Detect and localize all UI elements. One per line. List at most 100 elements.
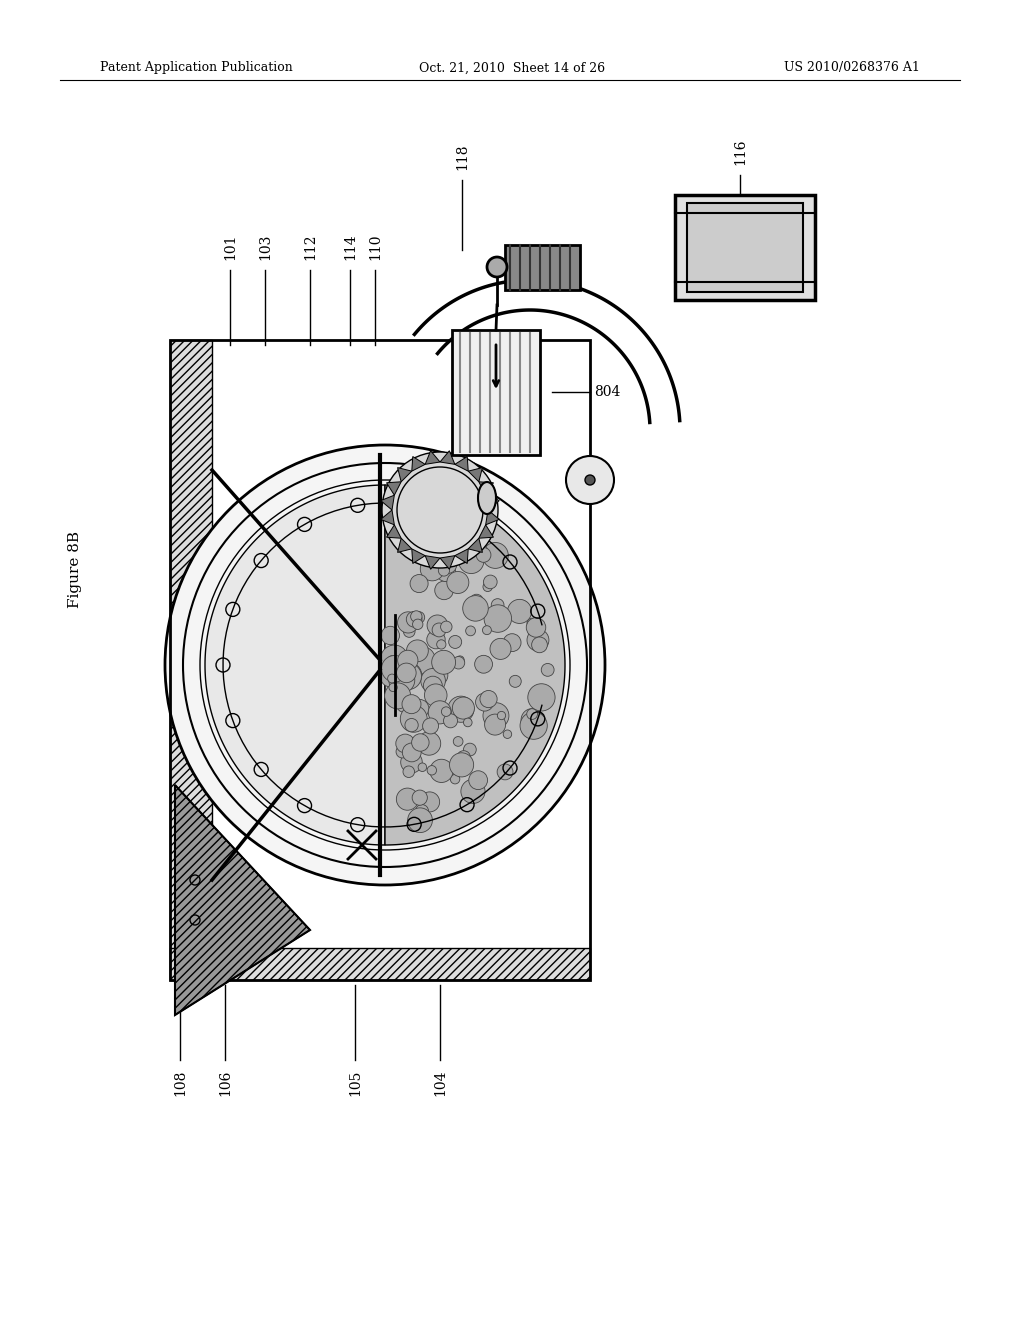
Polygon shape <box>205 484 385 845</box>
Circle shape <box>490 639 511 660</box>
Circle shape <box>433 545 456 566</box>
Circle shape <box>402 743 421 762</box>
Circle shape <box>520 711 547 739</box>
Circle shape <box>420 500 443 524</box>
Polygon shape <box>440 450 455 465</box>
Polygon shape <box>385 484 565 845</box>
Circle shape <box>412 734 429 751</box>
Circle shape <box>402 660 421 678</box>
Circle shape <box>527 618 537 628</box>
Circle shape <box>526 618 546 638</box>
Circle shape <box>436 640 445 649</box>
Polygon shape <box>386 525 401 539</box>
Circle shape <box>480 690 497 708</box>
Circle shape <box>382 656 408 682</box>
Circle shape <box>404 718 418 731</box>
Circle shape <box>456 656 464 664</box>
Text: 104: 104 <box>433 1071 447 1097</box>
Circle shape <box>484 714 506 735</box>
Circle shape <box>503 634 521 652</box>
Circle shape <box>380 667 401 686</box>
Circle shape <box>469 549 477 557</box>
Circle shape <box>411 611 422 622</box>
Text: US 2010/0268376 A1: US 2010/0268376 A1 <box>784 62 920 74</box>
Circle shape <box>400 705 427 733</box>
Circle shape <box>418 763 427 771</box>
Circle shape <box>542 664 554 676</box>
Circle shape <box>464 718 472 727</box>
Circle shape <box>440 622 452 632</box>
Circle shape <box>585 475 595 484</box>
Polygon shape <box>386 482 401 495</box>
Text: 108: 108 <box>173 1071 187 1097</box>
Circle shape <box>396 746 409 758</box>
Circle shape <box>420 557 444 581</box>
Circle shape <box>436 562 456 582</box>
Bar <box>675 195 815 300</box>
Circle shape <box>165 445 605 884</box>
Circle shape <box>439 556 457 573</box>
Polygon shape <box>455 549 468 564</box>
Polygon shape <box>455 457 468 471</box>
Polygon shape <box>440 556 455 569</box>
Circle shape <box>527 684 555 711</box>
Circle shape <box>389 667 415 693</box>
Polygon shape <box>479 525 494 539</box>
Circle shape <box>387 669 402 684</box>
Text: 105: 105 <box>348 1071 362 1097</box>
Circle shape <box>527 630 549 651</box>
Circle shape <box>403 532 415 544</box>
Circle shape <box>381 626 399 644</box>
Circle shape <box>476 548 490 562</box>
Polygon shape <box>425 450 440 465</box>
Circle shape <box>396 663 422 688</box>
Polygon shape <box>381 495 394 510</box>
Circle shape <box>482 626 492 635</box>
Circle shape <box>397 611 419 634</box>
Circle shape <box>388 675 396 682</box>
Text: Figure 8B: Figure 8B <box>68 532 82 609</box>
Circle shape <box>413 611 425 623</box>
Circle shape <box>469 771 487 789</box>
Polygon shape <box>479 482 494 495</box>
Polygon shape <box>412 457 425 471</box>
Polygon shape <box>485 495 500 510</box>
Circle shape <box>427 631 445 649</box>
Text: 118: 118 <box>455 144 469 170</box>
Circle shape <box>512 601 529 618</box>
Circle shape <box>428 701 452 723</box>
Circle shape <box>531 638 548 652</box>
Bar <box>170 948 590 979</box>
Circle shape <box>484 605 512 632</box>
Polygon shape <box>397 539 412 553</box>
Circle shape <box>449 635 462 648</box>
Circle shape <box>438 565 450 576</box>
Circle shape <box>408 647 435 673</box>
Circle shape <box>481 656 490 665</box>
Polygon shape <box>468 539 482 553</box>
Circle shape <box>403 626 415 638</box>
Circle shape <box>427 766 436 775</box>
Circle shape <box>423 560 437 576</box>
Circle shape <box>464 743 476 756</box>
Circle shape <box>483 582 493 591</box>
Ellipse shape <box>478 482 496 513</box>
Circle shape <box>432 623 446 636</box>
Circle shape <box>400 751 422 774</box>
Circle shape <box>396 663 416 682</box>
Circle shape <box>386 663 407 682</box>
Circle shape <box>526 709 538 719</box>
Text: 110: 110 <box>368 234 382 260</box>
Circle shape <box>428 665 447 685</box>
Circle shape <box>453 697 474 719</box>
Polygon shape <box>485 510 500 525</box>
Circle shape <box>394 659 408 672</box>
Circle shape <box>411 651 422 661</box>
Circle shape <box>473 544 487 558</box>
Circle shape <box>492 599 504 611</box>
Text: 106: 106 <box>218 1071 232 1097</box>
Circle shape <box>475 655 493 673</box>
Circle shape <box>408 808 432 833</box>
Circle shape <box>407 611 422 627</box>
Circle shape <box>382 451 498 568</box>
